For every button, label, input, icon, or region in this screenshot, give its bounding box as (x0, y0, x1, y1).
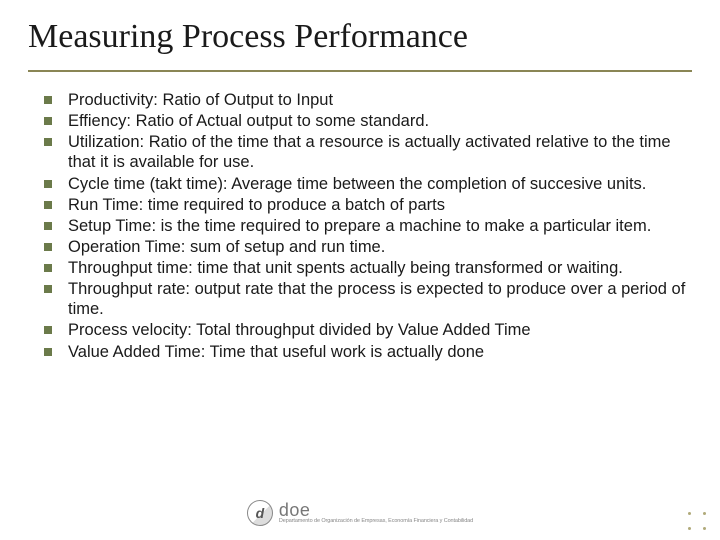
bullet-item: Utilization: Ratio of the time that a re… (40, 132, 692, 172)
bullet-item: Throughput rate: output rate that the pr… (40, 279, 692, 319)
logo-subtitle: Departamento de Organización de Empresas… (279, 519, 473, 525)
corner-decoration-icon (688, 512, 706, 530)
footer: d doe Departamento de Organización de Em… (0, 500, 720, 526)
bullet-list: Productivity: Ratio of Output to Input E… (28, 90, 692, 362)
bullet-item: Throughput time: time that unit spents a… (40, 258, 692, 278)
logo-text: doe Departamento de Organización de Empr… (279, 501, 473, 525)
footer-logo: d doe Departamento de Organización de Em… (247, 500, 473, 526)
bullet-item: Operation Time: sum of setup and run tim… (40, 237, 692, 257)
bullet-item: Run Time: time required to produce a bat… (40, 195, 692, 215)
bullet-item: Value Added Time: Time that useful work … (40, 342, 692, 362)
bullet-item: Effiency: Ratio of Actual output to some… (40, 111, 692, 131)
bullet-item: Productivity: Ratio of Output to Input (40, 90, 692, 110)
slide-title: Measuring Process Performance (28, 18, 692, 64)
bullet-item: Cycle time (takt time): Average time bet… (40, 174, 692, 194)
logo-mark-icon: d (247, 500, 273, 526)
bullet-item: Process velocity: Total throughput divid… (40, 320, 692, 340)
bullet-item: Setup Time: is the time required to prep… (40, 216, 692, 236)
title-rule (28, 70, 692, 72)
logo-main: doe (279, 501, 473, 519)
slide: Measuring Process Performance Productivi… (0, 0, 720, 540)
